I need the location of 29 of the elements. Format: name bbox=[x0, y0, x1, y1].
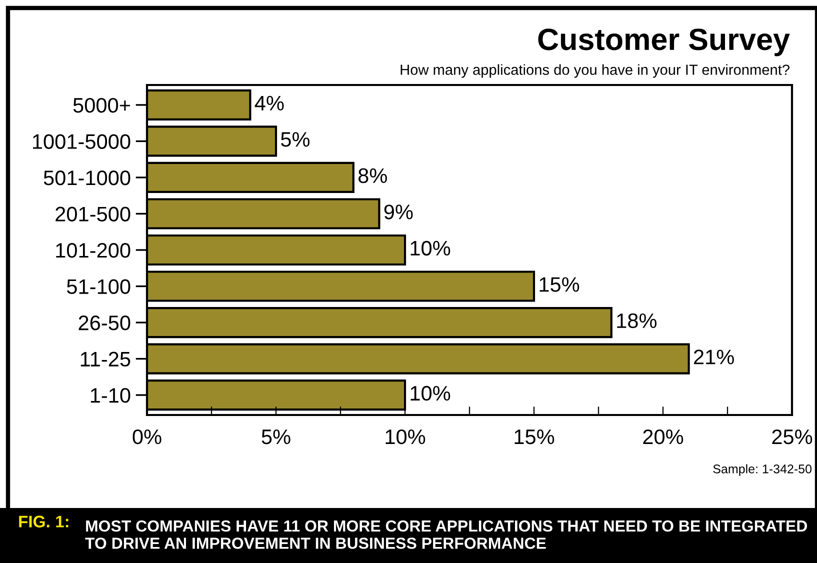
data-label: 9% bbox=[384, 204, 413, 220]
data-label: 10% bbox=[410, 240, 450, 256]
y-tick-label: 1-10 bbox=[90, 388, 130, 403]
x-tick-label: 20% bbox=[643, 429, 684, 444]
data-label: 21% bbox=[694, 350, 734, 364]
data-label: 10% bbox=[410, 386, 450, 401]
x-tick-label: 5% bbox=[262, 430, 290, 444]
y-tick-label: 5000+ bbox=[73, 98, 130, 113]
y-tick-label: 26-50 bbox=[78, 316, 130, 330]
chart-title: Customer Survey bbox=[538, 28, 790, 56]
x-tick-label: 10% bbox=[386, 429, 426, 444]
x-tick-label: 0% bbox=[132, 429, 162, 444]
data-label: 18% bbox=[617, 313, 657, 328]
data-label: 8% bbox=[358, 168, 387, 184]
x-tick-label: 15% bbox=[514, 430, 554, 444]
data-label: 4% bbox=[254, 96, 284, 110]
caption: FIG. 1: bbox=[19, 516, 68, 528]
y-tick-label: 11-25 bbox=[80, 352, 130, 367]
y-tick-label: 101-200 bbox=[56, 243, 130, 258]
text: Sample: 1-342-50 bbox=[713, 464, 812, 476]
y-tick-label: 51-100 bbox=[67, 279, 130, 294]
chart-subtitle: How many applications do you have in your IT environment? bbox=[400, 64, 790, 78]
x-tick-label: 25% bbox=[772, 429, 812, 444]
y-tick-label: 201-500 bbox=[56, 206, 130, 222]
data-label: 15% bbox=[540, 277, 580, 292]
text: MOST COMPANIES HAVE 11 OR MORE CORE APPLICATIONS THAT NEED TO BE INTEGRATED TO DRIVE AN IMPROVEMENT IN BUSINESS PERFORMANCE bbox=[85, 520, 808, 549]
y-tick-label: 501-1000 bbox=[44, 170, 130, 186]
data-label: 5% bbox=[281, 132, 310, 147]
y-tick-label: 1001-5000 bbox=[32, 134, 130, 149]
